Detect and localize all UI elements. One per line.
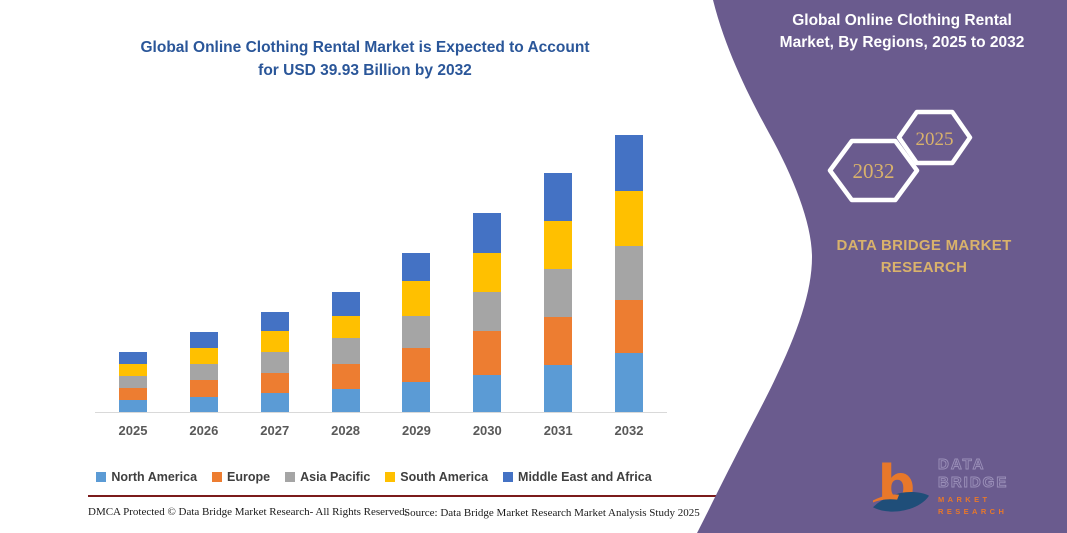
bar-2028 xyxy=(331,292,360,412)
stacked-bar-chart xyxy=(95,130,667,413)
legend-swatch-icon xyxy=(503,472,514,482)
bar-segment-2027-north-america xyxy=(260,393,289,412)
bar-segment-2030-middle-east-and-africa xyxy=(473,213,502,254)
bar-segment-2030-south-america xyxy=(473,253,502,292)
bar-segment-2028-europe xyxy=(331,364,360,390)
bar-segment-2031-asia-pacific xyxy=(544,269,573,317)
bar-segment-2029-asia-pacific xyxy=(402,316,431,349)
x-axis-label-2028: 2028 xyxy=(331,423,361,438)
bar-segment-2025-asia-pacific xyxy=(119,375,147,388)
legend-swatch-icon xyxy=(285,472,296,482)
hexagon-2032-label: 2032 xyxy=(853,159,895,183)
bar-2032 xyxy=(615,135,644,412)
legend-label: South America xyxy=(400,470,489,484)
bar-segment-2029-south-america xyxy=(402,280,431,317)
source-note: Source: Data Bridge Market Research Mark… xyxy=(404,507,700,519)
panel-heading: Global Online Clothing Rental Market, By… xyxy=(758,10,1046,54)
bar-2030 xyxy=(473,213,502,412)
legend-swatch-icon xyxy=(212,472,223,482)
legend-item-europe: Europe xyxy=(212,470,270,484)
legend-label: Europe xyxy=(227,470,271,484)
bar-2026 xyxy=(189,332,218,412)
panel-heading-line1: Global Online Clothing Rental xyxy=(792,12,1012,29)
chart-legend: North America Europe Asia Pacific South Ame… xyxy=(0,470,748,484)
legend-label: Middle East and Africa xyxy=(518,470,652,484)
bar-segment-2032-europe xyxy=(615,300,644,353)
legend-swatch-icon xyxy=(96,472,107,482)
chart-title-line2: for USD 39.93 Billion by 2032 xyxy=(258,62,472,79)
dmca-notice: DMCA Protected © Data Bridge Market Rese… xyxy=(88,506,408,518)
bar-segment-2028-south-america xyxy=(331,316,360,339)
legend-item-south-america: South America xyxy=(385,470,488,484)
chart-title-line1: Global Online Clothing Rental Market is … xyxy=(140,39,590,56)
bar-segment-2029-europe xyxy=(402,348,431,382)
brand-text-line1: DATA BRIDGE MARKET xyxy=(836,237,1012,254)
bar-2027 xyxy=(260,312,289,412)
legend-item-north-america: North America xyxy=(96,470,197,484)
bar-segment-2029-middle-east-and-africa xyxy=(402,253,431,281)
bar-segment-2027-asia-pacific xyxy=(260,351,289,374)
x-axis-labels: 2025 2026 2027 2028 2029 2030 2031 2032 xyxy=(95,423,667,441)
legend-label: North America xyxy=(111,470,198,484)
bar-segment-2025-north-america xyxy=(119,400,147,412)
bar-segment-2028-north-america xyxy=(331,389,360,412)
x-axis-label-2030: 2030 xyxy=(472,423,502,438)
x-axis-label-2027: 2027 xyxy=(260,423,290,438)
bar-segment-2030-europe xyxy=(473,330,502,376)
x-axis-line xyxy=(95,412,667,413)
legend-item-asia-pacific: Asia Pacific xyxy=(285,470,370,484)
bar-2031 xyxy=(544,173,573,412)
bar-segment-2027-europe xyxy=(260,373,289,394)
bar-segment-2025-middle-east-and-africa xyxy=(119,352,147,365)
dbmr-logo: b DATA BRIDGE MARKET RESEARCH xyxy=(872,456,1058,518)
bar-segment-2026-asia-pacific xyxy=(189,364,218,381)
hexagon-2025: 2025 xyxy=(896,109,973,166)
bar-2025 xyxy=(119,352,147,412)
x-axis-label-2026: 2026 xyxy=(189,423,219,438)
brand-text: DATA BRIDGE MARKET RESEARCH xyxy=(808,235,1040,279)
x-axis-label-2031: 2031 xyxy=(543,423,573,438)
x-axis-label-2025: 2025 xyxy=(118,423,148,438)
hexagon-2025-label: 2025 xyxy=(916,129,954,150)
bar-segment-2028-asia-pacific xyxy=(331,338,360,365)
bar-2029 xyxy=(402,253,431,412)
logo-blue-swoosh-icon xyxy=(872,492,930,512)
bar-segment-2025-europe xyxy=(119,387,147,401)
dbmr-logo-mark-icon: b xyxy=(872,458,930,515)
hexagon-2032: 2032 xyxy=(827,138,920,203)
bar-segment-2026-middle-east-and-africa xyxy=(189,332,218,349)
legend-swatch-icon xyxy=(385,472,396,482)
bar-segment-2026-south-america xyxy=(189,348,218,365)
x-axis-label-2032: 2032 xyxy=(614,423,644,438)
bar-segment-2030-asia-pacific xyxy=(473,291,502,331)
bar-segment-2028-middle-east-and-africa xyxy=(331,292,360,317)
bar-segment-2030-north-america xyxy=(473,375,502,412)
chart-title: Global Online Clothing Rental Market is … xyxy=(60,36,670,82)
x-axis-label-2029: 2029 xyxy=(401,423,431,438)
bar-segment-2025-south-america xyxy=(119,364,147,376)
bar-segment-2032-middle-east-and-africa xyxy=(615,135,644,191)
legend-label: Asia Pacific xyxy=(300,470,371,484)
bar-segment-2032-north-america xyxy=(615,353,644,412)
divider-rule xyxy=(88,495,742,497)
bar-segment-2026-europe xyxy=(189,380,218,397)
bar-segment-2032-asia-pacific xyxy=(615,245,644,301)
bar-segment-2027-south-america xyxy=(260,330,289,352)
bar-segment-2031-middle-east-and-africa xyxy=(544,173,573,222)
bar-segment-2027-middle-east-and-africa xyxy=(260,312,289,331)
brand-text-line2: RESEARCH xyxy=(880,259,968,276)
legend-item-middle-east-and-africa: Middle East and Africa xyxy=(503,470,652,484)
logo-subtitle-text: MARKET RESEARCH xyxy=(938,495,1008,516)
bar-segment-2031-south-america xyxy=(544,221,573,270)
bar-segment-2031-north-america xyxy=(544,364,573,412)
logo-name-text: DATA BRIDGE xyxy=(938,456,1009,492)
bar-segment-2026-north-america xyxy=(189,396,218,412)
panel-heading-line2: Market, By Regions, 2025 to 2032 xyxy=(779,34,1025,51)
bar-segment-2031-europe xyxy=(544,316,573,365)
bar-segment-2032-south-america xyxy=(615,190,644,246)
bar-segment-2029-north-america xyxy=(402,381,431,412)
logo-orange-accent-icon xyxy=(872,494,900,503)
